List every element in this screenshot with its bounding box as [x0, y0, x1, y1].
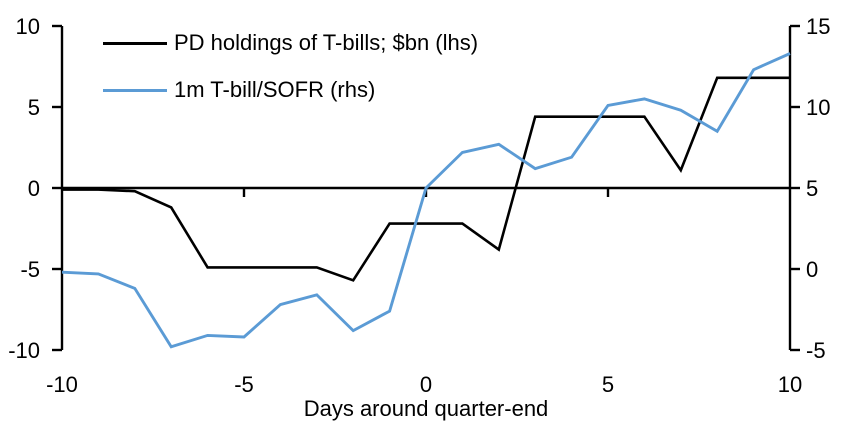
x-axis-title: Days around quarter-end — [303, 396, 549, 421]
y-axis-right-tick-label: 15 — [806, 14, 830, 39]
x-axis-tick-label: 0 — [420, 372, 432, 397]
y-axis-left-tick-label: 5 — [28, 95, 40, 120]
y-axis-left-tick-label: 10 — [16, 14, 40, 39]
legend-label-pd-holdings: PD holdings of T-bills; $bn (lhs) — [174, 30, 479, 55]
x-axis-tick-label: -5 — [234, 372, 254, 397]
series-line-tbill-sofr — [61, 52, 791, 349]
x-axis-tick-label: 5 — [602, 372, 614, 397]
legend-line-swatch-black — [103, 41, 167, 45]
y-axis-right-tick-label: -5 — [806, 338, 826, 363]
y-axis-left-tick-label: 0 — [28, 176, 40, 201]
legend-item-pd-holdings: PD holdings of T-bills; $bn (lhs) — [103, 29, 478, 57]
x-axis-tick-label: -10 — [46, 372, 78, 397]
series-line-pd-holdings — [62, 76, 790, 282]
legend-label-tbill-sofr: 1m T-bill/SOFR (rhs) — [174, 77, 376, 102]
x-axis-tick-label: 10 — [778, 372, 802, 397]
y-axis-left-tick-label: -5 — [20, 257, 40, 282]
y-axis-left-tick-label: -10 — [8, 338, 40, 363]
y-axis-right-tick-label: 0 — [806, 257, 818, 282]
legend-line-swatch-blue — [103, 88, 167, 92]
legend: PD holdings of T-bills; $bn (lhs) 1m T-b… — [103, 29, 478, 104]
y-axis-right-tick-label: 10 — [806, 95, 830, 120]
y-axis-right-tick-label: 5 — [806, 176, 818, 201]
legend-item-tbill-sofr: 1m T-bill/SOFR (rhs) — [103, 76, 478, 104]
